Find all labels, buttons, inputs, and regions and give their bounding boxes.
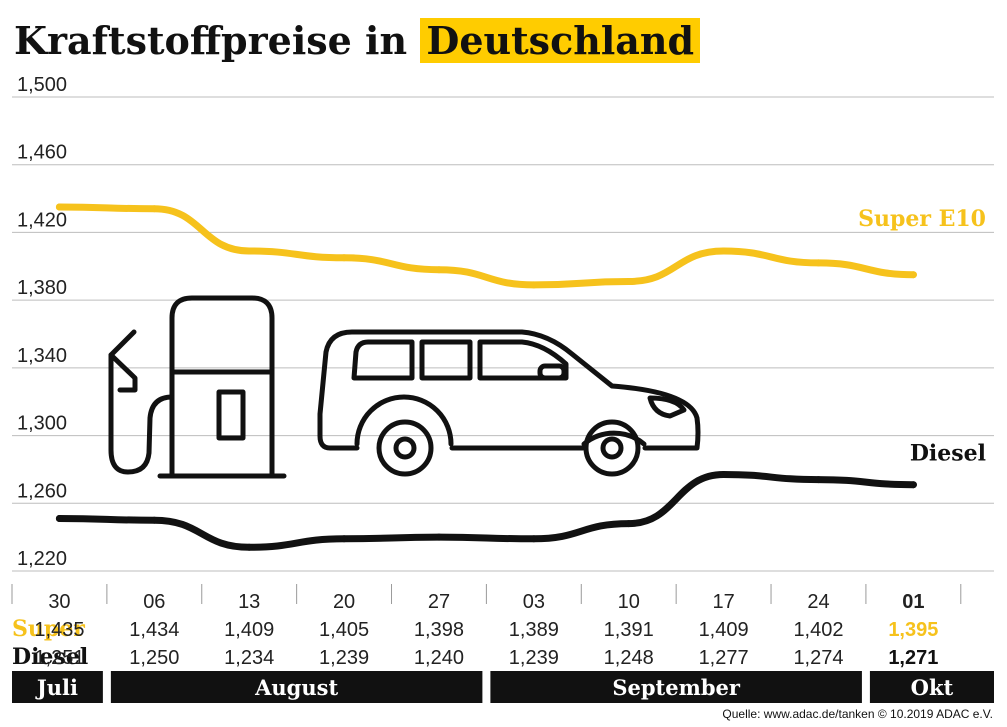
y-tick-label: 1,380 [17,277,67,299]
x-tick-label: 10 [618,591,640,613]
series-label: Diesel [910,441,986,467]
series-line [55,203,917,289]
data-label: 1,409 [699,619,749,641]
data-point [55,515,63,522]
x-tick-label: 06 [143,591,165,613]
data-label: 1,391 [604,619,654,641]
data-label: 1,405 [319,619,369,641]
car-wheel-rear [376,419,434,477]
pump-body [169,295,275,479]
pump-window [216,389,246,441]
car-hub-front [600,436,624,460]
y-tick-label: 1,460 [17,142,67,164]
data-point [245,247,253,255]
data-point [340,535,348,543]
data-point [815,476,822,484]
data-label: 1,250 [129,647,179,669]
month-band [12,671,103,703]
data-label: 1,248 [604,647,654,669]
data-label: 1,239 [509,647,559,669]
data-label: 1,271 [888,647,938,669]
pictograms [108,295,701,479]
data-label: 1,398 [414,619,464,641]
month-band [490,671,862,703]
car-wheel-front [583,419,641,477]
title-text: Kraftstoffpreise in [14,18,408,63]
title-highlight: Deutschland [420,18,701,63]
x-tick-label: 30 [48,591,70,613]
y-tick-label: 1,500 [17,74,67,96]
data-point [435,266,443,274]
data-point [150,205,158,213]
series-line [55,471,917,551]
car-window-rear [351,339,415,381]
data-label: 1,435 [34,619,84,641]
data-point [909,481,917,489]
data-point [720,247,728,255]
data-point [625,520,633,528]
data-label: 1,409 [224,619,274,641]
data-label: 1,277 [699,647,749,669]
data-label: 1,395 [888,619,938,641]
y-tick-label: 1,300 [17,413,67,435]
y-tick-label: 1,260 [17,480,67,502]
car-mirror [537,363,567,381]
data-point [909,271,917,279]
x-tick-label: 17 [712,591,734,613]
x-tick-label: 03 [523,591,545,613]
series-label: Super E10 [858,206,986,232]
y-tick-label: 1,220 [17,548,67,570]
data-point [720,471,728,478]
x-tick-label: 01 [902,591,924,613]
y-tick-label: 1,420 [17,209,67,231]
car-window-front [477,339,569,381]
data-label: 1,402 [793,619,843,641]
car-arch-rear [354,394,454,447]
data-label: 1,274 [793,647,843,669]
data-point [435,533,443,541]
month-label: September [612,675,741,700]
table-row-label: Super [12,616,85,642]
month-label: Juli [35,675,78,700]
pump-nozzle [108,352,138,393]
data-label: 1,434 [129,619,179,641]
x-tick-label: 20 [333,591,355,613]
data-label: 1,234 [224,647,274,669]
data-point [150,516,158,524]
data-point [55,203,63,211]
pump-hose [108,329,175,475]
month-label: August [254,675,338,700]
data-point [815,259,822,267]
car-window-middle [419,339,473,381]
data-point [530,281,538,289]
chart-title: Kraftstoffpreise in Deutschland [14,14,701,68]
month-band [869,671,994,703]
source-note: Quelle: www.adac.de/tanken © 10.2019 ADA… [722,707,993,721]
data-point [530,535,538,543]
x-tick-label: 24 [807,591,829,613]
table-row-label: Diesel [12,644,88,670]
car-hub-rear [393,436,417,460]
month-band [110,671,483,703]
fuel-pump-icon [108,295,287,479]
car-body [317,329,701,451]
car-headlight [647,395,687,419]
data-point [245,543,253,551]
car-icon [317,329,701,477]
data-point [340,254,348,262]
x-tick-label: 13 [238,591,260,613]
x-tick-label: 27 [428,591,450,613]
data-label: 1,251 [34,647,84,669]
y-tick-label: 1,340 [17,345,67,367]
data-point [625,278,633,285]
data-label: 1,240 [414,647,464,669]
data-label: 1,389 [509,619,559,641]
data-label: 1,239 [319,647,369,669]
month-label: Okt [911,675,954,700]
